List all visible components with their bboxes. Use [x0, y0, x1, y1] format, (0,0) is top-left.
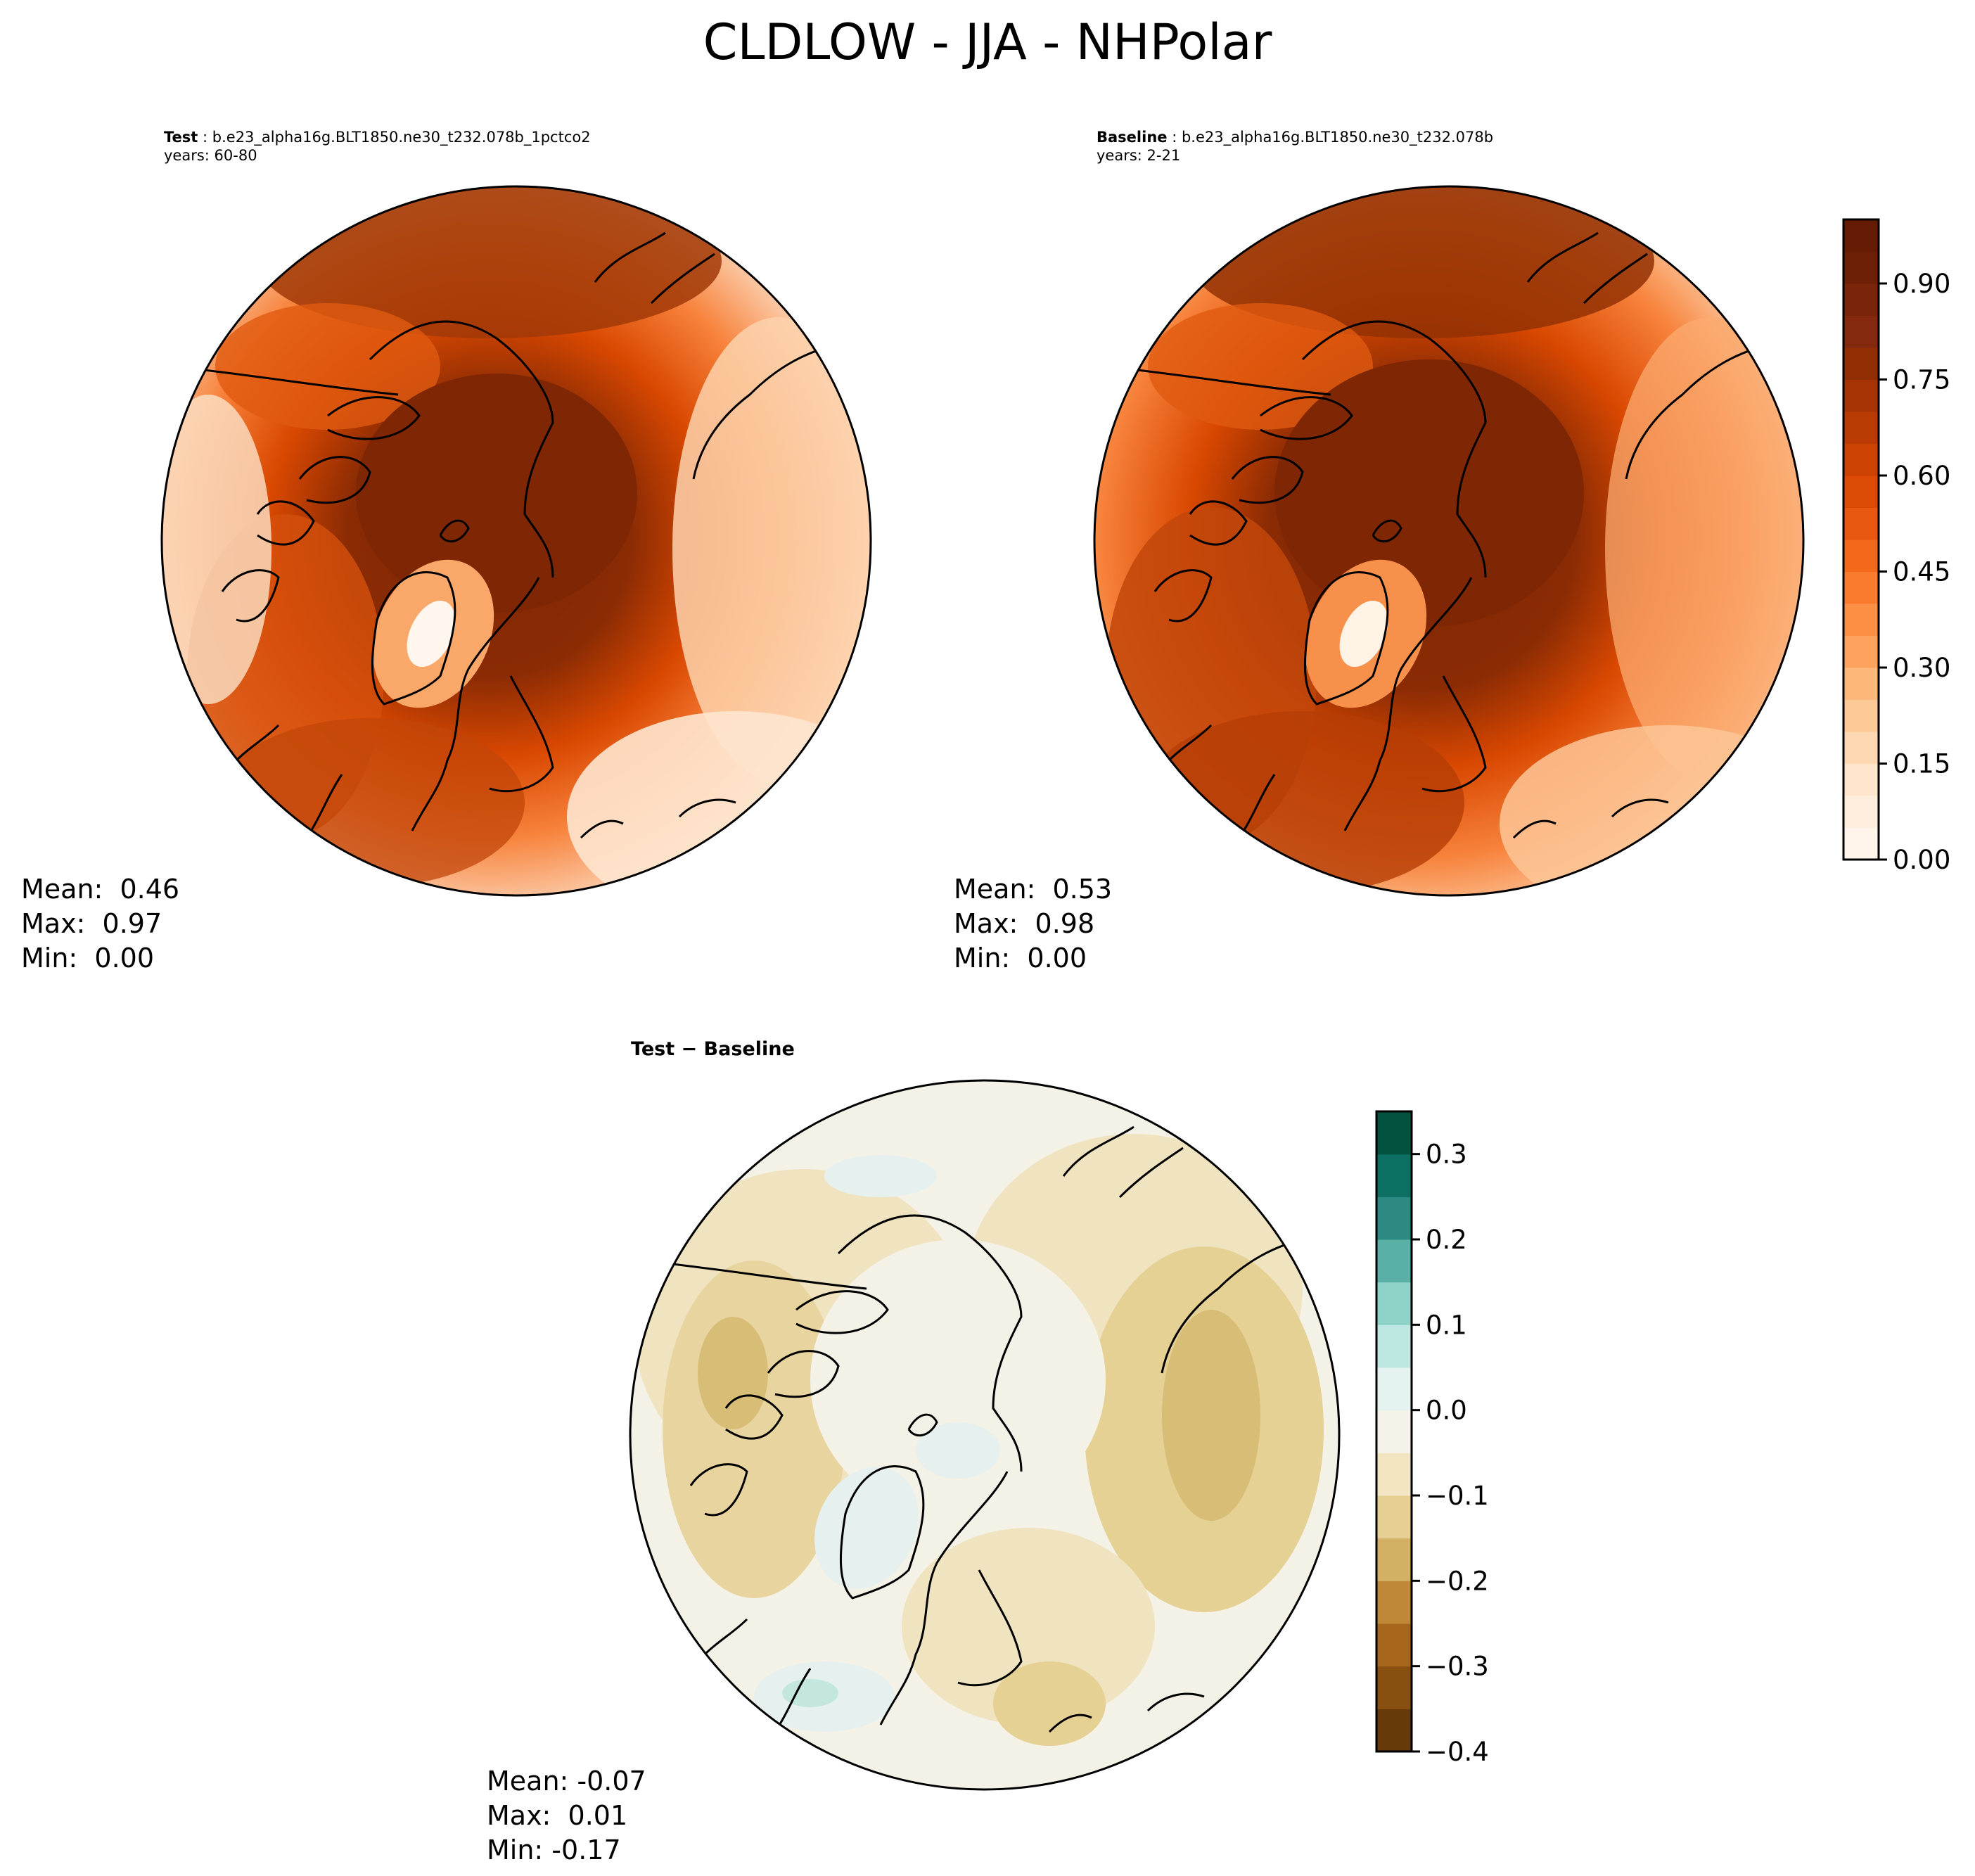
baseline-years: years: 2-21 [1097, 147, 1181, 164]
difference-max: Max: 0.01 [487, 1800, 628, 1831]
difference-mean: Mean: -0.07 [487, 1766, 646, 1797]
field-colorbar-band [1843, 315, 1879, 348]
field-colorbar: 0.00 0.15 0.30 0.45 0.60 0.75 0.90 [1842, 218, 1950, 872]
difference-polar-map [629, 1079, 1341, 1791]
field-colorbar-band [1843, 219, 1879, 252]
field-colorbar-band [1843, 763, 1879, 796]
baseline-min: Min: 0.00 [954, 943, 1087, 974]
difference-colorbar-band [1376, 1495, 1412, 1539]
difference-colorbar-tick-label: −0.3 [1426, 1652, 1489, 1682]
field-colorbar-band [1843, 507, 1879, 540]
difference-colorbar-tick-label: −0.4 [1426, 1737, 1489, 1764]
field-colorbar-ticks: 0.00 0.15 0.30 0.45 0.60 0.75 0.90 [1879, 269, 1950, 872]
difference-colorbar-band [1376, 1282, 1412, 1325]
test-map-border [160, 185, 872, 897]
field-colorbar-band [1843, 476, 1879, 508]
difference-colorbar-band [1376, 1154, 1412, 1197]
difference-colorbar-band [1376, 1367, 1412, 1411]
field-colorbar-tick-label: 0.15 [1893, 749, 1950, 779]
difference-colorbar-band [1376, 1111, 1412, 1155]
field-colorbar-tick-label: 0.00 [1893, 845, 1950, 872]
page-title: CLDLOW - JJA - NHPolar [703, 13, 1272, 71]
difference-colorbar-band [1376, 1623, 1412, 1667]
field-colorbar-bands [1843, 219, 1879, 860]
difference-colorbar-band [1376, 1709, 1412, 1752]
field-colorbar-tick-label: 0.75 [1893, 365, 1950, 395]
field-colorbar-band [1843, 411, 1879, 444]
test-mean: Mean: 0.46 [21, 874, 180, 905]
baseline-map-border [1093, 185, 1805, 897]
baseline-stats: Mean: 0.53 Max: 0.98 Min: 0.00 [954, 872, 1112, 976]
difference-colorbar-bands [1376, 1111, 1412, 1752]
difference-colorbar-tick-label: 0.0 [1426, 1396, 1467, 1426]
difference-colorbar-tick-label: 0.2 [1426, 1225, 1467, 1255]
test-stats: Mean: 0.46 Max: 0.97 Min: 0.00 [21, 872, 179, 976]
field-colorbar-band [1843, 699, 1879, 732]
field-colorbar-band [1843, 827, 1879, 860]
test-case: b.e23_alpha16g.BLT1850.ne30_t232.078b_1p… [212, 129, 591, 146]
difference-colorbar-tick-label: −0.2 [1426, 1566, 1489, 1596]
field-colorbar-band [1843, 443, 1879, 476]
difference-colorbar-tick-label: 0.3 [1426, 1140, 1467, 1170]
baseline-case: b.e23_alpha16g.BLT1850.ne30_t232.078b [1181, 129, 1494, 146]
difference-colorbar-tick-label: −0.1 [1426, 1481, 1489, 1511]
field-colorbar-tick-label: 0.60 [1893, 461, 1950, 491]
field-colorbar-band [1843, 796, 1879, 828]
baseline-label: Baseline [1097, 129, 1168, 146]
difference-colorbar: 0.3 0.2 0.1 0.0 −0.1 −0.2 −0.3 −0.4 [1375, 1110, 1489, 1764]
field-colorbar-band [1843, 379, 1879, 412]
difference-colorbar-band [1376, 1581, 1412, 1624]
field-colorbar-band [1843, 668, 1879, 700]
field-colorbar-band [1843, 732, 1879, 764]
field-colorbar-tick-label: 0.30 [1893, 653, 1950, 683]
field-colorbar-band [1843, 604, 1879, 636]
baseline-polar-map [1093, 185, 1805, 897]
difference-colorbar-band [1376, 1666, 1412, 1709]
test-max: Max: 0.97 [21, 908, 162, 939]
test-years: years: 60-80 [164, 147, 257, 164]
test-polar-map [160, 185, 872, 897]
difference-colorbar-frame [1375, 1110, 1413, 1753]
field-colorbar-band [1843, 251, 1879, 284]
difference-colorbar-band [1376, 1453, 1412, 1496]
test-label: Test [164, 129, 198, 146]
difference-stats: Mean: -0.07 Max: 0.01 Min: -0.17 [487, 1764, 646, 1868]
test-min: Min: 0.00 [21, 943, 154, 974]
difference-colorbar-band [1376, 1197, 1412, 1240]
field-colorbar-band [1843, 347, 1879, 380]
difference-colorbar-band [1376, 1538, 1412, 1581]
field-colorbar-frame [1842, 218, 1880, 861]
difference-colorbar-band [1376, 1325, 1412, 1368]
baseline-mean: Mean: 0.53 [954, 874, 1113, 905]
baseline-subtitle: Baseline : b.e23_alpha16g.BLT1850.ne30_t… [1097, 129, 1494, 164]
test-coastlines [172, 231, 835, 839]
field-colorbar-band [1843, 540, 1879, 572]
field-colorbar-tick-label: 0.45 [1893, 557, 1950, 587]
difference-title: Test − Baseline [631, 1038, 795, 1060]
field-colorbar-band [1843, 635, 1879, 668]
field-colorbar-band [1843, 283, 1879, 316]
difference-colorbar-ticks: 0.3 0.2 0.1 0.0 −0.1 −0.2 −0.3 −0.4 [1412, 1140, 1489, 1764]
baseline-max: Max: 0.98 [954, 908, 1095, 939]
test-subtitle: Test : b.e23_alpha16g.BLT1850.ne30_t232.… [164, 129, 591, 164]
difference-colorbar-band [1376, 1239, 1412, 1283]
difference-map-border [629, 1079, 1341, 1791]
difference-colorbar-band [1376, 1410, 1412, 1453]
field-colorbar-band [1843, 571, 1879, 604]
difference-min: Min: -0.17 [487, 1834, 621, 1865]
difference-colorbar-tick-label: 0.1 [1426, 1310, 1467, 1340]
field-colorbar-tick-label: 0.90 [1893, 269, 1950, 299]
